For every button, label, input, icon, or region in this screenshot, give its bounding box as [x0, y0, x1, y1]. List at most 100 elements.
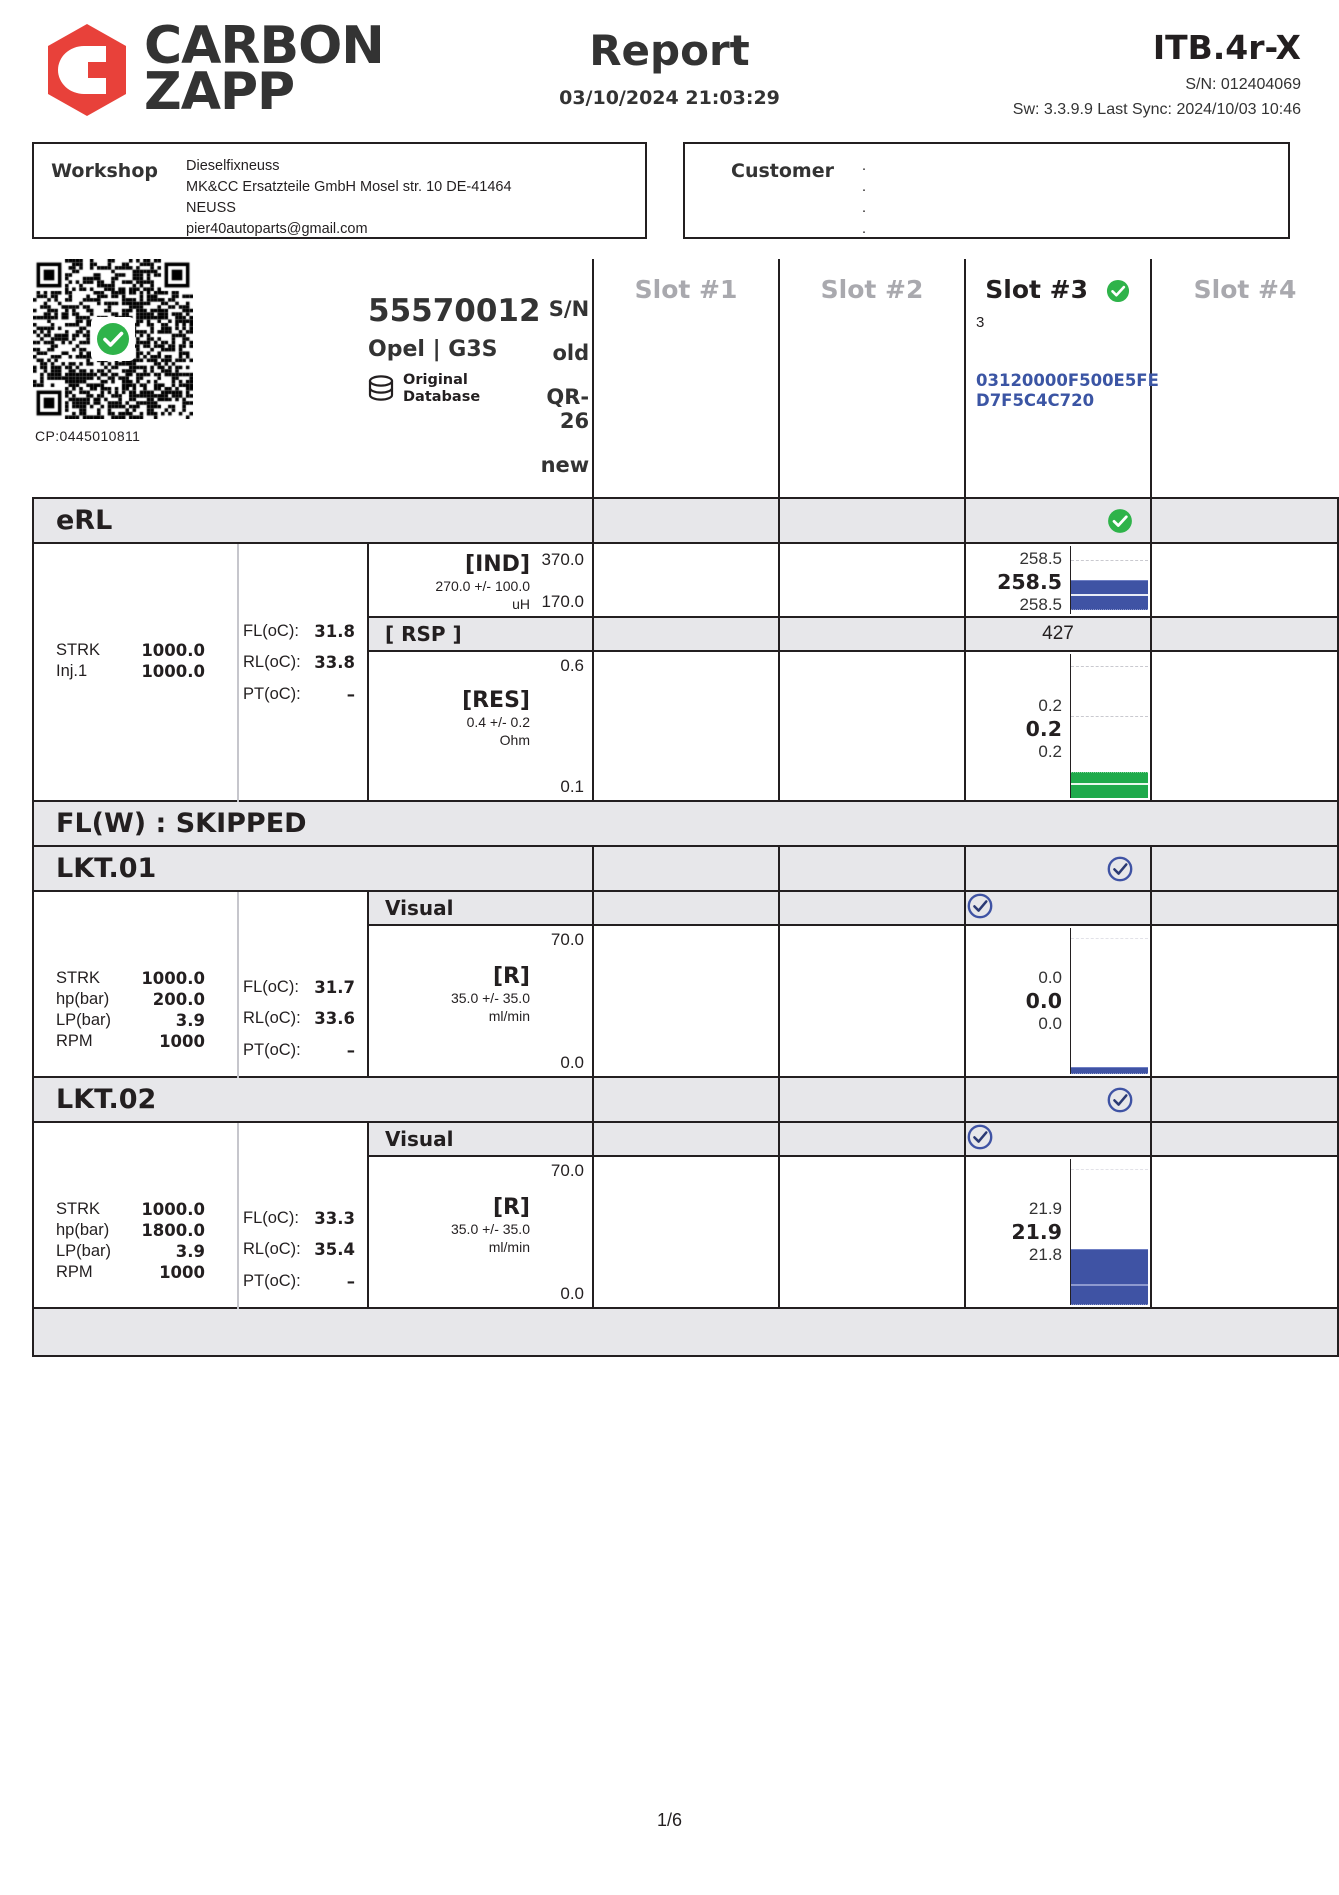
part-right-labels: S/N old QR-26 new: [541, 259, 604, 497]
lkt02-r-unit: ml/min: [488, 1239, 530, 1256]
res-code: [RES]: [462, 688, 530, 713]
param-key: STRK: [56, 1200, 101, 1218]
param-key: LP(bar): [56, 1011, 112, 1030]
slot-3-title: Slot #3: [985, 275, 1089, 304]
lkt02-slot-1: [592, 1076, 780, 1123]
lkt01-visual-check-icon: [966, 892, 1150, 920]
lkt02-visual-label-cell: Visual: [367, 1122, 594, 1157]
ind-value-top: 258.5: [1019, 549, 1062, 568]
ind-code: [IND]: [465, 552, 530, 577]
param-key: STRK: [56, 641, 101, 659]
temp-key: PT(oC):: [243, 1271, 301, 1290]
lkt01-r-values: 0.0 0.0 0.0: [1026, 968, 1062, 1034]
database-icon: [368, 374, 394, 403]
device-software-version: Sw: 3.3.9.9 Last Sync: 2024/10/03 10:46: [1012, 101, 1301, 118]
res-unit: Ohm: [499, 732, 530, 749]
lkt02-r-tolerance: 35.0 +/- 35.0: [450, 1221, 530, 1237]
customer-line: .: [862, 158, 867, 174]
lkt02-r-bar-graph: [1070, 1159, 1148, 1305]
customer-label: Customer: [731, 160, 834, 182]
slot-3-code: 03120000F500E5FE D7F5C4C720: [976, 371, 1159, 412]
part-identity-cell: [238, 259, 368, 498]
page-number: 1/6: [656, 1810, 683, 1830]
lkt01-slot-4: [1151, 845, 1339, 892]
lkt02-r-high-limit: 70.0: [550, 1161, 584, 1180]
report-datetime: 03/10/2024 21:03:29: [559, 87, 780, 109]
res-bar-graph: [1070, 654, 1148, 798]
slot-4-header-cell[interactable]: Slot #4: [1151, 259, 1338, 498]
param-value: 1000: [159, 1032, 205, 1052]
report-title-block: Report 03/10/2024 21:03:29: [462, 22, 877, 109]
flw-band-row: FL(W) : SKIPPED: [32, 800, 1339, 847]
lkt01-r-tolerance: 35.0 +/- 35.0: [450, 990, 530, 1006]
slot-2-body: [780, 304, 964, 424]
lkt02-band-row: LKT.02: [32, 1076, 1339, 1123]
lkt01-r-slot-4: [1151, 925, 1339, 1078]
res-tolerance: 0.4 +/- 0.2: [466, 714, 530, 730]
erl-temps: FL(oC): 31.8 RL(oC): 33.8 PT(oC): –: [239, 616, 367, 710]
temp-row: RL(oC): 33.6: [243, 1003, 367, 1034]
ind-slot-1: [593, 543, 780, 618]
param-key: hp(bar): [56, 1221, 110, 1240]
workshop-label: Workshop: [51, 160, 158, 182]
lkt02-r-value-bottom: 21.8: [1028, 1244, 1062, 1264]
lkt01-r-slot-3: 0.0 0.0 0.0: [965, 925, 1152, 1078]
slot-2-header-cell[interactable]: Slot #2: [779, 259, 966, 498]
device-info-block: ITB.4r-X S/N: 012404069 Sw: 3.3.9.9 Last…: [877, 22, 1307, 119]
database-label: Original Database: [403, 372, 480, 405]
slot-3-code-line-2: D7F5C4C720: [976, 391, 1095, 411]
temp-row: FL(oC): 33.3: [243, 1203, 367, 1234]
param-row: LP(bar) 3.9: [56, 1010, 227, 1031]
flw-title: FL(W) : SKIPPED: [56, 808, 307, 839]
slot-3-header-cell[interactable]: Slot #3 3 03120000F500E5FE D7F5C4C720: [965, 259, 1159, 498]
temp-value: 35.4: [314, 1240, 355, 1260]
workshop-line: NEUSS: [186, 200, 236, 217]
param-row: STRK 1000.0: [56, 968, 227, 989]
erl-band-title-cell: eRL: [32, 497, 593, 544]
carbon-zapp-hex-logo-icon: [44, 22, 130, 118]
temp-value: 31.8: [314, 622, 355, 641]
qr-status-check-icon: [91, 317, 135, 361]
qr-code-icon: [33, 259, 193, 419]
temp-value: 33.6: [314, 1009, 355, 1029]
database-badge: Original Database: [368, 372, 541, 405]
param-row: LP(bar) 3.9: [56, 1241, 227, 1262]
ind-bar-graph: [1070, 546, 1148, 614]
erl-temps-cell: FL(oC): 31.8 RL(oC): 33.8 PT(oC): –: [237, 543, 368, 801]
lkt02-r-value-top: 21.9: [1028, 1199, 1062, 1218]
lkt01-visual-slot-2: [779, 891, 966, 926]
rsp-slot-1: [593, 617, 780, 652]
temp-key: RL(oC):: [243, 1009, 301, 1028]
slot-1-header-cell[interactable]: Slot #1: [593, 259, 780, 498]
erl-slot-3: [965, 497, 1152, 544]
slot-3-code-line-1: 03120000F500E5FE: [976, 370, 1159, 390]
lkt02-band-title-cell: LKT.02: [32, 1076, 593, 1123]
flw-band-cell: FL(W) : SKIPPED: [32, 800, 1339, 847]
lkt01-r-value-top: 0.0: [1038, 968, 1062, 987]
lkt01-slot-3: [965, 845, 1152, 892]
param-value: 1000.0: [141, 969, 205, 988]
page-title: Report: [589, 26, 750, 75]
temp-key: RL(oC):: [243, 1240, 301, 1259]
lkt01-temps-cell: FL(oC): 31.7 RL(oC): 33.6 PT(oC): –: [237, 891, 368, 1077]
temp-key: PT(oC):: [243, 1040, 301, 1059]
res-slot-3: 0.2 0.2 0.2: [965, 651, 1152, 802]
param-value: 1000.0: [141, 662, 205, 682]
lkt02-temps-cell: FL(oC): 33.3 RL(oC): 35.4 PT(oC): –: [237, 1122, 368, 1308]
footer-band-cell: [32, 1307, 1339, 1357]
slot-4-body: [1152, 304, 1338, 424]
part-info-cell: 55570012 Opel | G3S Ori: [368, 259, 594, 498]
temp-value: 31.7: [314, 978, 355, 997]
report-header: CARBON ZAPP Report 03/10/2024 21:03:29 I…: [32, 0, 1307, 120]
rsp-slot-3: 427: [965, 617, 1152, 652]
lkt02-params-cell: STRK 1000.0 hp(bar) 1800.0 LP(bar) 3.9: [32, 1122, 238, 1308]
lkt01-visual-slot-4: [1151, 891, 1339, 926]
lkt02-r-descriptor-cell: [R] 35.0 +/- 35.0 ml/min 70.0 0.0: [367, 1156, 594, 1309]
info-boxes-row: Workshop Dieselfixneuss MK&CC Ersatzteil…: [32, 142, 1307, 239]
lkt02-r-row: [R] 35.0 +/- 35.0 ml/min 70.0 0.0 21.9 2…: [33, 1156, 1339, 1309]
lkt01-title: LKT.01: [56, 853, 157, 884]
erl-params: STRK 1000.0 Inj.1 1000.0: [34, 640, 237, 682]
erl-slot-1: [592, 497, 780, 544]
lkt02-visual-slot-1: [593, 1122, 780, 1157]
param-key: STRK: [56, 969, 101, 987]
